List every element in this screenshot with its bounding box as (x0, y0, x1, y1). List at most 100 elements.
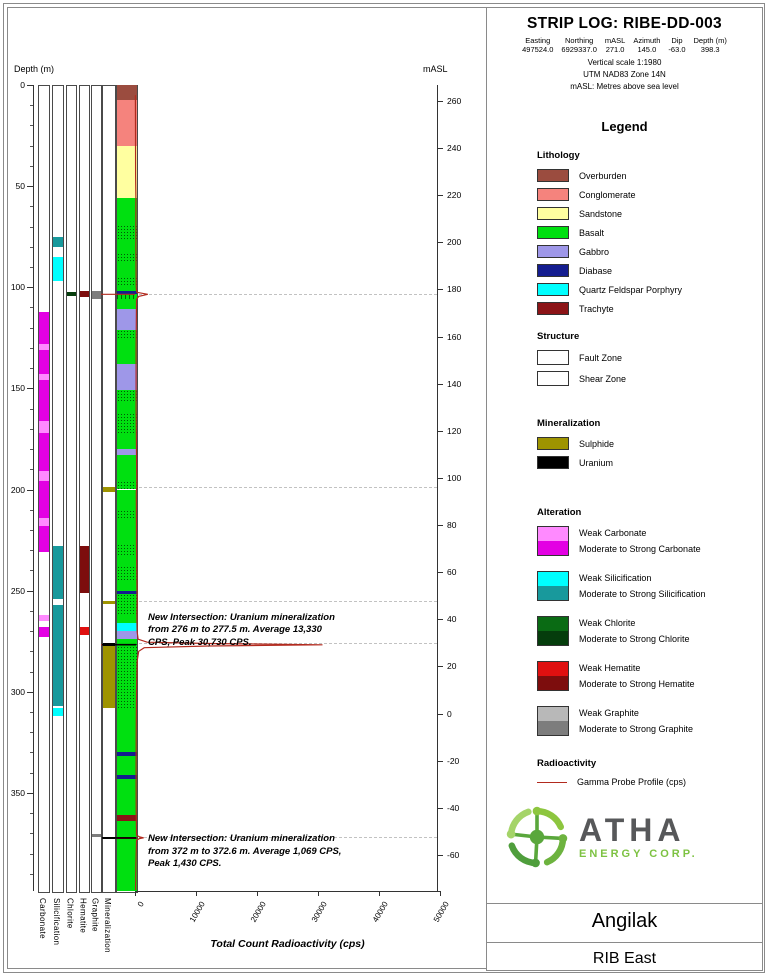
silicification-interval (53, 604, 63, 706)
silicification-interval (53, 707, 63, 716)
depth-minor-tick (30, 509, 33, 511)
collar-value: 271.0 (605, 45, 625, 54)
title-block: Angilak RIB East (486, 903, 763, 971)
lithology-interval (117, 614, 137, 623)
lithology-interval (117, 260, 137, 278)
collar-value: 398.3 (700, 45, 720, 54)
masl-tick-label: 80 (447, 520, 457, 531)
lithology-interval (117, 580, 137, 591)
track-label-mineralization: Mineralization (103, 897, 112, 953)
mineralization-interval (103, 600, 115, 604)
track-chlorite (66, 85, 77, 893)
lithology-interval (117, 224, 137, 241)
depth-minor-tick (30, 550, 33, 552)
masl-axis-title: mASL (423, 64, 448, 74)
legend-item-label: Gabbro (579, 246, 610, 257)
masl-tick-label: 160 (447, 331, 462, 342)
alteration-swatch (537, 661, 569, 691)
depth-tick-label: 250 (10, 585, 25, 596)
x-tick (196, 890, 197, 896)
alteration-labels: Weak Chlorite Moderate to Strong Chlorite (579, 616, 690, 646)
depth-axis-line (33, 85, 34, 891)
depth-minor-tick (30, 327, 33, 329)
masl-tick-label: 100 (447, 472, 462, 483)
legend-item: Overburden (537, 169, 762, 182)
atha-logo-icon (506, 806, 568, 868)
legend-item-label: Diabase (579, 265, 613, 276)
collar-table: Easting Northing mASL Azimuth Dip Depth (m) 49… (518, 36, 731, 54)
lithology-interval (117, 294, 137, 300)
masl-tick (437, 383, 443, 385)
lithology-interval (117, 643, 137, 708)
track-label-graphite: Graphite (90, 897, 100, 932)
alteration-strong-label: Moderate to Strong Carbonate (579, 544, 701, 554)
reference-line (104, 487, 437, 489)
masl-tick-label: 180 (447, 284, 462, 295)
lithology-interval (117, 519, 137, 545)
masl-tick-label: 120 (447, 425, 462, 436)
depth-minor-tick (30, 610, 33, 612)
lithology-interval (117, 449, 137, 456)
legend-section-mineralization: Mineralization Sulphide Uranium (537, 418, 762, 469)
masl-tick (437, 854, 443, 856)
legend-item-label: Sulphide (579, 438, 615, 449)
depth-tick (27, 590, 33, 592)
depth-minor-tick (30, 813, 33, 815)
atha-logo-text: ATHA ENERGY CORP. (579, 814, 698, 860)
legend-item-label: Quartz Feldspar Porphyry (579, 284, 683, 295)
mineralization-section-title: Mineralization (537, 418, 601, 429)
mineralization-swatch (537, 437, 569, 450)
lithology-interval (117, 509, 137, 520)
lithology-interval (117, 639, 137, 644)
legend-item: Basalt (537, 226, 762, 239)
alteration-swatch-strong (538, 721, 568, 735)
depth-tick (27, 489, 33, 491)
collar-header: Easting (525, 36, 551, 45)
graphite-interval (92, 291, 101, 300)
info-panel: STRIP LOG: RIBE-DD-003 Easting Northing mA… (486, 7, 763, 905)
lithology-interval (117, 556, 137, 567)
lithology-swatch (537, 169, 569, 182)
alteration-labels: Weak Carbonate Moderate to Strong Carbona… (579, 526, 701, 556)
lithology-interval (117, 329, 137, 340)
masl-tick-label: 260 (447, 96, 462, 106)
alteration-labels: Weak Graphite Moderate to Strong Graphite (579, 706, 693, 736)
lithology-section-title: Lithology (537, 150, 580, 161)
legend-section-alteration: Alteration Weak Carbonate Moderate to Stro… (537, 507, 762, 736)
carbonate-interval (39, 525, 49, 553)
lithology-interval (117, 364, 137, 391)
masl-tick-label: -20 (447, 755, 460, 766)
collar-header: Dip (671, 36, 683, 45)
legend-item: Trachyte (537, 302, 762, 315)
legend-item: Weak Chlorite Moderate to Strong Chlorite (537, 616, 762, 646)
carbonate-interval (39, 432, 49, 472)
radioactivity-axis-title: Total Count Radioactivity (cps) (210, 938, 365, 950)
masl-tick (437, 525, 443, 527)
lithology-interval (117, 400, 137, 413)
depth-minor-tick (30, 408, 33, 410)
alteration-swatch-weak (538, 707, 568, 721)
depth-tick (27, 792, 33, 794)
legend-title: Legend (601, 119, 648, 134)
collar-value: 6929337.0 (561, 45, 597, 54)
lithology-interval (117, 756, 137, 775)
depth-minor-tick (30, 732, 33, 734)
depth-minor-tick (30, 165, 33, 167)
masl-tick-label: 140 (447, 378, 462, 389)
lithology-interval (117, 821, 137, 838)
lithology-interval (117, 100, 137, 146)
header-note: Vertical scale 1:1980 (587, 58, 662, 67)
legend-item: Diabase (537, 264, 762, 277)
masl-tick (437, 572, 443, 574)
legend-item: Gamma Probe Profile (cps) (537, 777, 762, 787)
track-label-silicification: Silicification (52, 897, 61, 945)
alteration-swatch (537, 616, 569, 646)
graphite-interval (92, 834, 101, 838)
lithology-interval (117, 291, 137, 295)
x-tick (135, 890, 136, 896)
carbonate-interval (39, 349, 49, 375)
legend-item-label: Sandstone (579, 208, 623, 219)
gamma-line-swatch (537, 781, 567, 783)
carbonate-interval (39, 627, 49, 638)
radioactivity-axis-line (135, 890, 440, 892)
